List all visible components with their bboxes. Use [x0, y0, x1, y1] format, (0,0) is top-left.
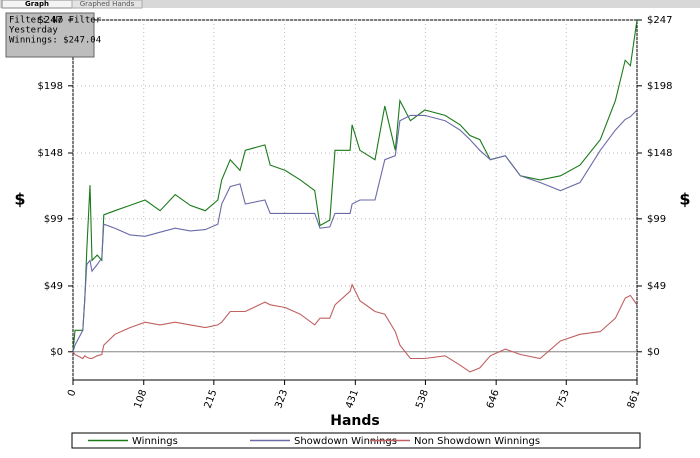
- y-tick-label: $49: [647, 281, 666, 292]
- x-tick-label: 646: [485, 388, 502, 410]
- info-text: Yesterday: [9, 26, 58, 36]
- y-tick-label: $247: [38, 15, 63, 26]
- series-line: [72, 283, 638, 373]
- legend: [71, 432, 641, 449]
- y-tick-label: $198: [38, 81, 63, 92]
- info-text: Filter: No Filter: [9, 16, 102, 26]
- x-tick-label: 215: [203, 388, 220, 410]
- y-tick-label: $247: [647, 15, 672, 26]
- x-tick-label: 108: [133, 388, 150, 410]
- tab-label[interactable]: Graph: [25, 0, 49, 8]
- x-tick-label: 431: [344, 388, 361, 410]
- info-box: [5, 12, 95, 58]
- y-tick-label: $0: [50, 347, 63, 358]
- x-axis-label: Hands: [330, 413, 380, 429]
- y-tick-label: $49: [44, 281, 63, 292]
- y-axis-label: $: [679, 190, 690, 209]
- y-tick-label: $99: [44, 214, 63, 225]
- y-tick-label: $99: [647, 214, 666, 225]
- x-tick-label: 538: [414, 388, 431, 410]
- y-axis-label: $: [14, 190, 25, 209]
- info-text: Winnings: $247.04: [9, 36, 101, 46]
- y-tick-label: $148: [647, 148, 672, 159]
- tab-label[interactable]: Graphed Hands: [80, 0, 135, 8]
- x-tick-label: 861: [626, 388, 643, 410]
- x-tick-label: 0: [66, 388, 79, 398]
- y-tick-label: $0: [647, 347, 660, 358]
- legend-label: Showdown Winnings: [294, 436, 397, 447]
- legend-label: Non Showdown Winnings: [414, 436, 540, 447]
- tab[interactable]: [71, 0, 143, 9]
- y-tick-label: $148: [38, 148, 63, 159]
- series-line: [72, 109, 638, 352]
- tab-bar: [0, 0, 700, 8]
- x-tick-label: 753: [555, 388, 572, 410]
- x-tick-label: 323: [273, 388, 290, 410]
- y-tick-label: $198: [647, 81, 672, 92]
- legend-label: Winnings: [132, 436, 178, 447]
